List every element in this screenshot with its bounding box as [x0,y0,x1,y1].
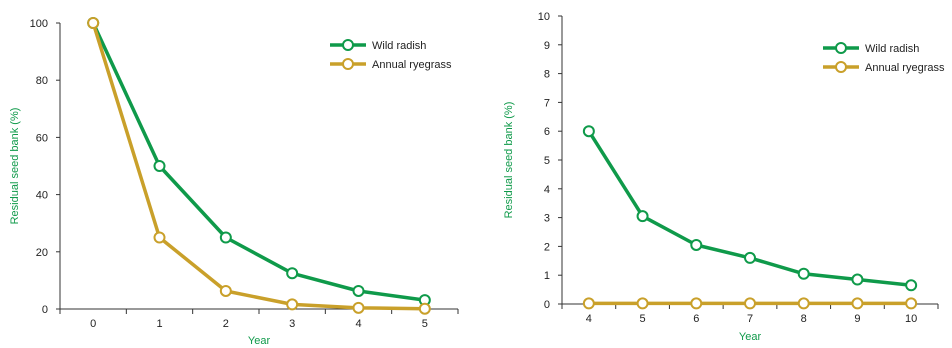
y-tick-label: 4 [544,184,550,196]
chart-right: 0 1 2 3 4 5 6 7 8 9 10 4 5 6 7 8 9 10 Residual seed bank (… [503,11,945,343]
x-tick-label: 3 [289,318,295,330]
x-tick-label: 5 [640,313,646,325]
y-tick-label: 20 [36,247,48,259]
y-axis-label: Residual seed bank (%) [9,108,21,225]
data-point [153,231,166,244]
data-point [744,251,756,264]
y-tick-label: 0 [544,299,550,311]
x-axis-label: Year [739,331,762,343]
data-point [219,231,232,244]
data-point [690,297,703,310]
legend-swatch-marker [835,42,847,54]
data-point [905,279,918,292]
y-tick-label: 9 [544,40,550,52]
x-tick-label: 0 [90,318,96,330]
data-point [690,238,703,251]
data-point [851,273,864,286]
y-tick-label: 100 [30,18,48,30]
y-tick-label: 6 [544,126,550,138]
y-tick-label: 60 [36,132,48,144]
data-point [352,301,365,314]
y-tick-label: 8 [544,69,550,81]
x-tick-label: 6 [693,313,699,325]
y-tick-label: 5 [544,155,550,167]
data-point [286,267,299,280]
data-point [905,297,918,310]
x-tick-label: 9 [854,313,860,325]
legend-swatch-marker [835,61,847,73]
x-tick-label: 5 [422,318,428,330]
y-tick-label: 1 [544,270,550,282]
x-tick-label: 4 [586,313,592,325]
legend-entry: Annual ryegrass [372,59,452,71]
x-tick-label: 7 [747,313,753,325]
data-point [87,17,100,29]
x-tick-label: 1 [156,318,162,330]
data-point [582,297,595,310]
data-point [636,297,649,310]
data-point [582,125,595,138]
legend-swatch-marker [342,58,354,70]
legend-entry: Wild radish [372,40,426,52]
data-point [797,297,810,310]
legend-entry: Annual ryegrass [865,62,945,74]
data-point [797,267,810,280]
data-point [636,210,649,223]
y-tick-label: 3 [544,213,550,225]
x-tick-label: 4 [355,318,361,330]
chart-left: 0 20 40 60 80 100 0 1 2 3 4 5 Residual seed bank (%)… [9,17,459,347]
y-tick-label: 80 [36,75,48,87]
x-tick-label: 8 [801,313,807,325]
data-point [744,297,756,310]
x-axis-label: Year [248,335,271,347]
data-point [418,302,431,315]
y-tick-label: 10 [538,11,550,23]
y-tick-label: 40 [36,190,48,202]
y-axis-label: Residual seed bank (%) [503,102,515,219]
y-tick-label: 0 [42,304,48,316]
y-tick-label: 2 [544,241,550,253]
data-point [352,284,365,297]
data-point [153,160,166,172]
x-tick-label: 2 [223,318,229,330]
data-point [851,297,864,310]
series-line-annual-ryegrass [91,21,427,311]
x-tick-label: 10 [905,313,917,325]
y-tick-label: 7 [544,97,550,109]
data-point [286,298,299,311]
legend-entry: Wild radish [865,43,919,55]
series-line-wild-radish [91,21,427,302]
data-point [219,284,232,297]
legend-swatch-marker [342,39,354,51]
